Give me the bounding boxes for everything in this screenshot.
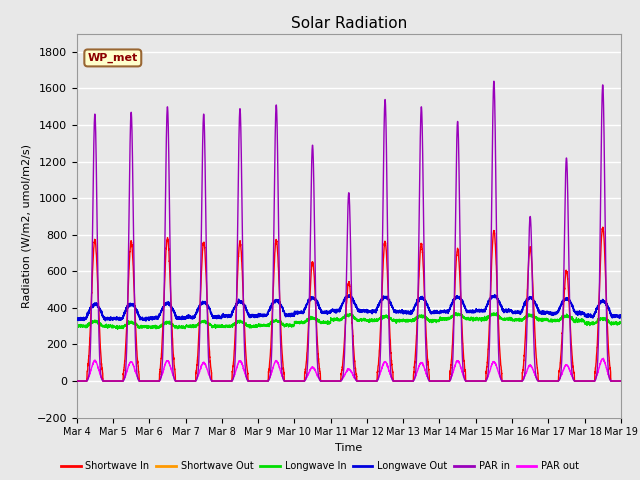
- Y-axis label: Radiation (W/m2, umol/m2/s): Radiation (W/m2, umol/m2/s): [21, 144, 31, 308]
- Text: WP_met: WP_met: [88, 53, 138, 63]
- Legend: Shortwave In, Shortwave Out, Longwave In, Longwave Out, PAR in, PAR out: Shortwave In, Shortwave Out, Longwave In…: [58, 457, 582, 475]
- Title: Solar Radiation: Solar Radiation: [291, 16, 407, 31]
- X-axis label: Time: Time: [335, 443, 362, 453]
